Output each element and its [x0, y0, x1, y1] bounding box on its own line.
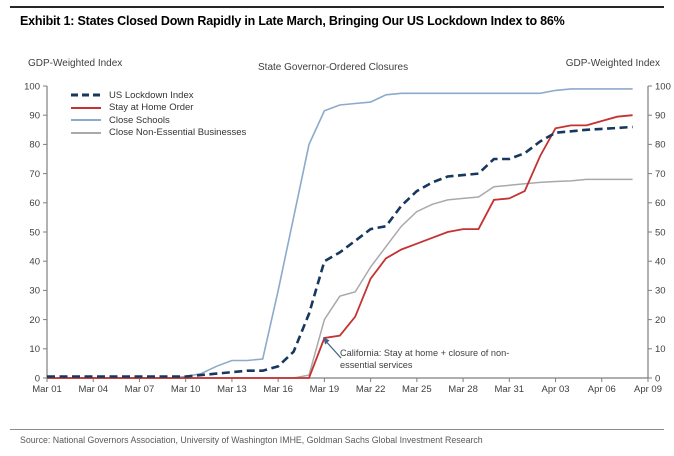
x-tick-label: Mar 04: [78, 384, 108, 395]
source-note: Source: National Governors Association, …: [20, 435, 483, 445]
x-tick-label: Mar 25: [402, 384, 432, 395]
legend-swatch-icon: [71, 106, 101, 109]
legend-item: Close Schools: [70, 114, 246, 127]
y-tick-label-right: 100: [655, 81, 671, 92]
legend-label: US Lockdown Index: [109, 89, 194, 101]
y-tick-label-right: 40: [655, 257, 666, 268]
exhibit-title: Exhibit 1: States Closed Down Rapidly in…: [20, 14, 565, 28]
legend-item: Stay at Home Order: [70, 102, 246, 115]
legend-item: Close Non-Essential Businesses: [70, 127, 246, 140]
y-tick-label-right: 20: [655, 315, 666, 326]
annotation-line-2: essential services: [340, 360, 413, 370]
left-axis-header: GDP-Weighted Index: [28, 58, 123, 69]
y-tick-label-right: 70: [655, 169, 666, 180]
y-tick-label-right: 50: [655, 227, 666, 238]
x-tick-label: Mar 22: [356, 384, 386, 395]
legend-swatch-icon: [71, 93, 101, 97]
california-annotation: California: Stay at home + closure of no…: [340, 347, 550, 371]
annotation-arrow-head: [323, 337, 330, 345]
y-tick-label-left: 20: [29, 315, 40, 326]
x-tick-label: Apr 06: [588, 384, 616, 395]
legend-label: Close Non-Essential Businesses: [109, 127, 247, 139]
series-line-us-lockdown-index: [47, 125, 633, 378]
x-tick-label: Mar 19: [310, 384, 340, 395]
y-tick-label-left: 30: [29, 286, 40, 297]
annotation-line-1: California: Stay at home + closure of no…: [340, 348, 510, 358]
y-tick-label-right: 10: [655, 344, 666, 355]
y-tick-label-right: 0: [655, 373, 660, 384]
y-tick-label-left: 90: [29, 111, 40, 122]
legend-swatch-icon: [71, 119, 101, 122]
y-tick-label-right: 80: [655, 140, 666, 151]
x-tick-label: Mar 07: [125, 384, 155, 395]
x-tick-label: Mar 16: [263, 384, 293, 395]
chart-legend: US Lockdown Index Stay at Home Order Close…: [70, 89, 246, 139]
legend-item: US Lockdown Index: [70, 89, 246, 102]
legend-label: Stay at Home Order: [109, 102, 194, 114]
legend-label: Close Schools: [109, 114, 170, 126]
y-tick-label-right: 90: [655, 111, 666, 122]
x-tick-label: Mar 13: [217, 384, 247, 395]
y-tick-label-left: 80: [29, 140, 40, 151]
x-tick-label: Mar 28: [448, 384, 478, 395]
y-tick-label-left: 40: [29, 257, 40, 268]
y-tick-label-left: 100: [24, 81, 40, 92]
y-tick-label-left: 0: [35, 373, 40, 384]
y-tick-label-left: 60: [29, 198, 40, 209]
top-divider: [10, 6, 664, 8]
y-tick-label-right: 30: [655, 286, 666, 297]
x-tick-label: Mar 01: [32, 384, 62, 395]
x-tick-label: Apr 09: [634, 384, 662, 395]
y-tick-label-left: 70: [29, 169, 40, 180]
x-tick-label: Apr 03: [542, 384, 570, 395]
right-axis-header: GDP-Weighted Index: [565, 58, 660, 69]
series-line-stay-at-home-order: [47, 114, 633, 379]
bottom-divider: [10, 429, 664, 430]
y-tick-label-left: 50: [29, 227, 40, 238]
y-tick-label-left: 10: [29, 344, 40, 355]
y-tick-label-right: 60: [655, 198, 666, 209]
x-tick-label: Mar 31: [495, 384, 525, 395]
legend-swatch-icon: [71, 131, 101, 134]
x-tick-label: Mar 10: [171, 384, 201, 395]
annotation-arrow-line: [326, 342, 342, 359]
chart-subtitle: State Governor-Ordered Closures: [258, 62, 409, 73]
